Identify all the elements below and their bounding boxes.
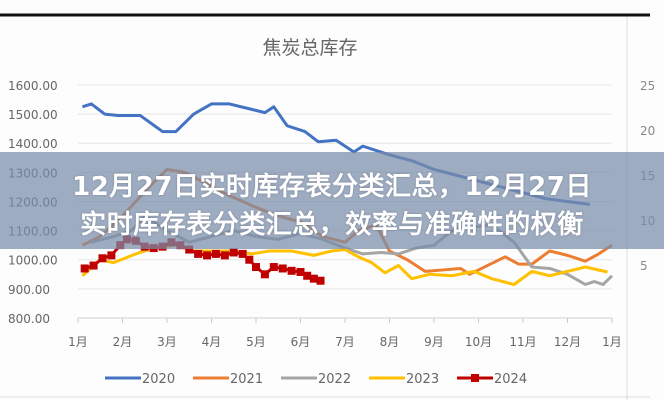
x-tick-label: 8月 [380, 335, 400, 349]
y-tick-label: 1600.00 [8, 79, 58, 93]
x-tick-label: 2月 [113, 335, 133, 349]
data-point-2024 [269, 263, 278, 272]
x-tick-label: 11月 [509, 335, 536, 349]
data-point-2024 [309, 274, 318, 283]
data-point-2024 [203, 251, 212, 260]
x-tick-label: 4月 [202, 335, 222, 349]
data-point-2024 [303, 271, 312, 280]
data-point-2024 [220, 251, 229, 260]
x-tick-label: 1月 [602, 335, 622, 349]
legend-marker-2024 [471, 374, 479, 382]
y-tick-label: 800.00 [8, 312, 50, 326]
x-tick-label: 6月 [291, 335, 311, 349]
title-banner: 12月27日实时库存表分类汇总，12月27日 实时库存表分类汇总，效率与准确性的… [0, 152, 664, 249]
right-axis-tick-label: 5 [640, 259, 648, 273]
data-point-2024 [211, 249, 220, 258]
y-tick-label: 900.00 [8, 283, 50, 297]
legend-label-2021: 2021 [230, 372, 263, 387]
data-point-2024 [229, 248, 238, 257]
x-tick-label: 7月 [335, 335, 355, 349]
y-tick-label: 1000.00 [8, 254, 58, 268]
data-point-2024 [98, 254, 107, 263]
x-tick-label: 12月 [554, 335, 581, 349]
legend-label-2020: 2020 [142, 372, 175, 387]
data-point-2024 [252, 263, 260, 272]
data-point-2024 [245, 255, 254, 264]
x-tick-label: 9月 [424, 335, 444, 349]
data-point-2024 [107, 251, 116, 260]
x-tick-label: 3月 [157, 335, 177, 349]
y-tick-label: 1400.00 [8, 137, 58, 151]
legend-label-2024: 2024 [494, 372, 527, 387]
data-point-2024 [278, 264, 287, 273]
x-tick-label: 5月 [246, 335, 266, 349]
banner-title-line-2: 实时库存表分类汇总，效率与准确性的权衡 [80, 210, 584, 240]
right-axis-tick-label: 25 [640, 79, 655, 93]
x-tick-label: 10月 [465, 335, 492, 349]
data-point-2024 [89, 261, 98, 270]
legend-label-2022: 2022 [318, 372, 351, 387]
chart-title: 焦炭总库存 [262, 37, 357, 59]
y-tick-label: 1500.00 [8, 108, 58, 122]
right-axis-tick-label: 20 [640, 124, 655, 138]
banner-title-line-1: 12月27日实时库存表分类汇总，12月27日 [72, 172, 592, 202]
data-point-2024 [238, 249, 247, 258]
data-point-2024 [296, 267, 305, 276]
x-tick-label: 1月 [68, 335, 88, 349]
data-point-2024 [316, 276, 325, 285]
legend-label-2023: 2023 [406, 372, 439, 387]
data-point-2024 [194, 249, 203, 258]
data-point-2024 [80, 264, 89, 273]
data-point-2024 [287, 266, 296, 275]
data-point-2024 [185, 245, 194, 254]
data-point-2024 [260, 270, 269, 279]
